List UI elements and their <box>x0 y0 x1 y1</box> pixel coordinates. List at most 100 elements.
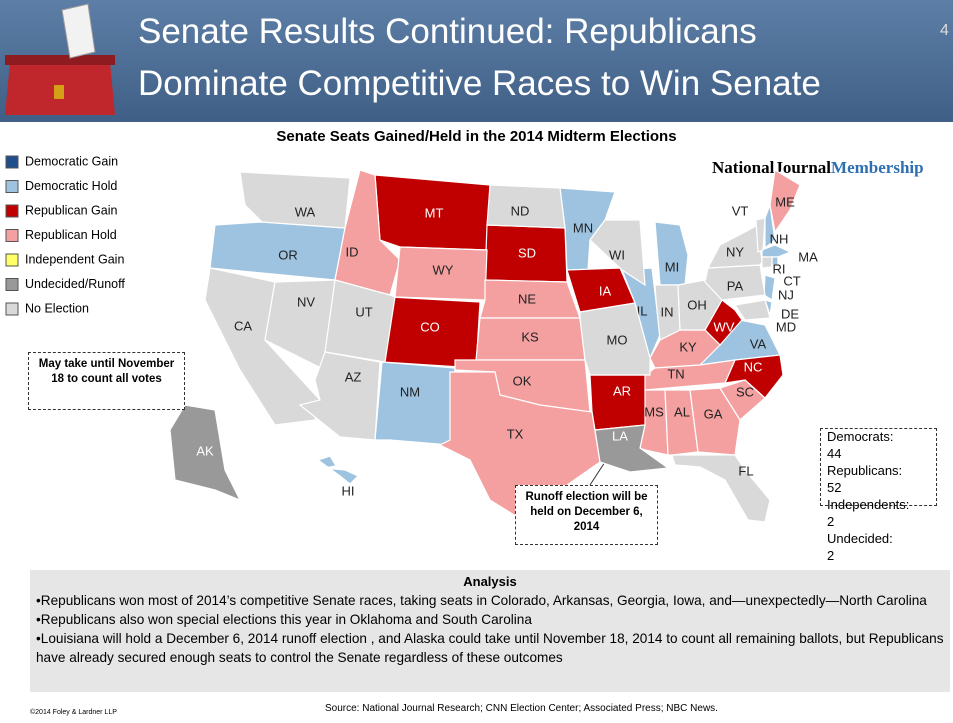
state-label: NM <box>400 384 420 399</box>
state-label: KS <box>521 329 539 344</box>
state-label: ID <box>346 244 359 259</box>
copyright: ©2014 Foley & Lardner LLP <box>30 709 117 716</box>
state <box>671 454 771 523</box>
state-label: WI <box>609 247 625 262</box>
ballot-paper <box>61 3 96 59</box>
total-label: Undecided: <box>827 531 893 546</box>
state <box>169 404 242 502</box>
title-banner <box>0 0 953 122</box>
state-label: OK <box>513 373 532 388</box>
legend-label: Independent Gain <box>25 252 124 266</box>
state <box>763 274 776 302</box>
state-label: NJ <box>778 287 794 302</box>
state-label: AR <box>613 383 631 398</box>
state-label: MO <box>607 332 628 347</box>
state-label: VT <box>732 203 749 218</box>
state <box>316 455 360 485</box>
state <box>677 279 723 331</box>
state-label: MA <box>798 249 818 264</box>
state <box>594 424 670 473</box>
analysis-bullet: •Republicans also won special elections … <box>36 612 532 627</box>
state-label: SC <box>736 384 754 399</box>
state <box>761 256 773 269</box>
state-label: WA <box>295 204 316 219</box>
totals-box <box>820 428 937 506</box>
state-label: WY <box>433 262 454 277</box>
legend-swatch <box>5 180 19 193</box>
state-label: CO <box>420 319 440 334</box>
analysis-bullet: •Republicans won most of 2014’s competit… <box>36 593 927 608</box>
state <box>324 279 396 363</box>
legend-swatch <box>5 204 19 218</box>
total-label: Independents: <box>827 497 910 512</box>
legend-swatch <box>5 155 19 169</box>
state-label: LA <box>612 428 628 443</box>
legend-swatch <box>5 302 19 316</box>
source: Source: National Journal Research; CNN E… <box>325 703 718 714</box>
state <box>486 184 566 229</box>
state <box>755 217 766 253</box>
state <box>654 221 689 286</box>
state-label: RI <box>773 261 786 276</box>
state-label: NE <box>518 291 536 306</box>
logo: NationalJournalMembership <box>712 158 924 178</box>
louisiana-note: Runoff election will be held on December… <box>515 485 658 545</box>
state <box>733 299 771 321</box>
state-label: NH <box>770 231 789 246</box>
state-label: AZ <box>345 369 362 384</box>
state-label: PA <box>727 278 744 293</box>
state-label: NV <box>297 294 315 309</box>
state-label: MN <box>573 220 593 235</box>
state-label: DE <box>781 306 799 321</box>
page-number: 4 <box>940 22 949 39</box>
state-label: IA <box>599 283 612 298</box>
state-label: TX <box>507 426 524 441</box>
state-label: GA <box>704 406 723 421</box>
state-label: HI <box>342 483 355 498</box>
ballot-lock <box>54 85 64 99</box>
alaska-note: May take until November 18 to count all … <box>28 352 185 410</box>
legend-swatch <box>5 253 19 267</box>
state <box>579 302 651 376</box>
state <box>719 379 766 421</box>
map-title: Senate Seats Gained/Held in the 2014 Mid… <box>276 128 677 145</box>
state <box>374 361 456 446</box>
state-label: MS <box>644 404 664 419</box>
state-label: NC <box>744 359 763 374</box>
logo-accent: Membership <box>831 158 924 177</box>
state <box>761 244 792 258</box>
legend-label: No Election <box>25 301 89 315</box>
state <box>689 387 741 456</box>
state-label: AL <box>674 404 690 419</box>
state-label: ND <box>511 203 530 218</box>
total-value: 2 <box>827 514 835 529</box>
analysis-box: Analysis •Republicans won most of 2014’s… <box>30 570 950 692</box>
state-label: MT <box>425 205 444 220</box>
legend-label: Democratic Gain <box>25 154 118 168</box>
ballot-icon <box>5 3 115 115</box>
total-value: 2 <box>827 548 835 563</box>
title-line: Senate Results Continued: Republicans <box>138 12 757 51</box>
legend-label: Republican Hold <box>25 228 117 242</box>
state <box>298 351 381 441</box>
analysis-bullet: •Louisiana will hold a December 6, 2014 … <box>36 631 944 665</box>
state-label: WV <box>714 319 735 334</box>
state <box>589 219 646 287</box>
ballot-lid <box>5 55 115 65</box>
state <box>764 202 776 250</box>
state-label: CT <box>783 273 800 288</box>
state-label: ME <box>775 194 795 209</box>
legend-label: Democratic Hold <box>25 179 117 193</box>
state-label: UT <box>355 304 372 319</box>
state-label: TN <box>667 366 684 381</box>
legend-label: Undecided/Runoff <box>25 277 125 291</box>
total-value: 52 <box>827 480 842 495</box>
state <box>654 284 681 341</box>
total-label: Republicans: <box>827 463 903 478</box>
state-label: AK <box>196 443 214 458</box>
state <box>664 389 699 456</box>
state-label: OR <box>278 247 298 262</box>
analysis-title: Analysis <box>463 574 517 589</box>
